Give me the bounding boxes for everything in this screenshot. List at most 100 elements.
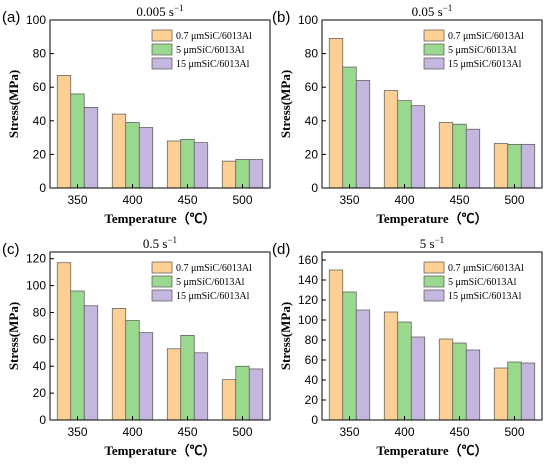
- bar-5um-400: [397, 100, 412, 189]
- bar-15um-350: [355, 309, 371, 421]
- x-tick-label: 350: [339, 425, 359, 439]
- bar-15um-400: [138, 332, 154, 421]
- x-tick-label: 350: [339, 193, 359, 207]
- legend-label: 15 μmSiC/6013Al: [176, 59, 250, 70]
- x-tick-label: 400: [394, 193, 414, 207]
- bar-15um-500: [520, 362, 536, 421]
- x-axis-label: Temperature（℃）: [376, 443, 487, 458]
- legend-swatch: [151, 275, 173, 288]
- y-tick-label: 80: [33, 305, 47, 319]
- chart-title: 0.5 s−1: [143, 235, 177, 251]
- y-tick-label: 120: [26, 252, 46, 266]
- bar-0.7um-500: [493, 367, 509, 421]
- bar-15um-450: [193, 142, 209, 189]
- chart-panel-1: (a) 0.005 s−1 0 20 40 60 80 100 350 400 450 500 Temp…: [2, 3, 271, 226]
- chart-title-superscript: −1: [435, 235, 445, 245]
- y-axis-label: Stress(MPa): [278, 70, 293, 138]
- y-tick-label: 40: [305, 114, 319, 128]
- x-tick-label: 450: [177, 425, 197, 439]
- bar-0.7um-400: [111, 308, 127, 421]
- x-tick-label: 350: [67, 193, 87, 207]
- chart-title: 5 s−1: [420, 235, 444, 251]
- y-tick-label: 140: [298, 273, 318, 287]
- y-tick-label: 160: [298, 253, 318, 267]
- bar-0.7um-400: [111, 113, 127, 189]
- y-tick-label: 80: [33, 47, 47, 61]
- panel-letter: (c): [2, 241, 20, 258]
- bar-5um-350: [70, 93, 85, 189]
- bar-0.7um-350: [56, 262, 72, 421]
- legend-swatch: [423, 43, 445, 56]
- legend-swatch: [151, 43, 173, 56]
- bar-5um-450: [180, 334, 195, 421]
- bar-0.7um-450: [166, 140, 182, 189]
- x-tick-label: 500: [504, 193, 524, 207]
- bar-15um-450: [465, 349, 481, 421]
- legend-label: 0.7 μmSiC/6013Al: [448, 31, 524, 42]
- x-tick-label: 400: [122, 193, 142, 207]
- y-tick-label: 40: [33, 359, 47, 373]
- y-tick-label: 100: [298, 313, 318, 327]
- plot-frame: [49, 251, 271, 421]
- bar-15um-500: [248, 159, 264, 189]
- y-tick-label: 100: [26, 279, 46, 293]
- y-tick-label: 100: [26, 13, 46, 27]
- chart-title-superscript: −1: [174, 3, 184, 13]
- x-tick-label: 400: [394, 425, 414, 439]
- y-tick-label: 100: [298, 13, 318, 27]
- x-tick-label: 500: [504, 425, 524, 439]
- bar-5um-450: [180, 138, 195, 189]
- bar-0.7um-450: [166, 348, 182, 421]
- bar-5um-400: [125, 320, 140, 421]
- legend-label: 5 μmSiC/6013Al: [176, 277, 245, 288]
- panel-letter: (a): [2, 9, 20, 26]
- legend-swatch: [151, 57, 173, 70]
- x-tick-label: 500: [232, 425, 252, 439]
- plot-frame: [321, 19, 543, 189]
- bar-0.7um-500: [221, 160, 237, 189]
- chart-title-main: 5 s: [420, 236, 435, 251]
- bar-15um-400: [138, 127, 154, 189]
- bar-0.7um-350: [328, 38, 344, 189]
- bar-15um-500: [248, 368, 264, 421]
- y-axis-label: Stress(MPa): [6, 302, 21, 370]
- x-tick-label: 350: [67, 425, 87, 439]
- chart-panel-2: (b) 0.05 s−1 0 20 40 60 80 100 350 400 450 500 Tempe…: [272, 3, 543, 226]
- legend-label: 0.7 μmSiC/6013Al: [176, 263, 252, 274]
- bar-15um-350: [83, 107, 99, 189]
- panel-letter: (b): [272, 9, 290, 26]
- bar-15um-450: [193, 352, 209, 421]
- y-tick-label: 0: [311, 413, 318, 427]
- y-tick-label: 60: [305, 353, 319, 367]
- bar-5um-400: [397, 321, 412, 421]
- legend-swatch: [423, 275, 445, 288]
- bar-15um-400: [410, 105, 426, 189]
- y-tick-label: 40: [305, 373, 319, 387]
- bar-15um-350: [355, 80, 371, 189]
- legend-label: 5 μmSiC/6013Al: [448, 45, 517, 56]
- bar-15um-400: [410, 336, 426, 421]
- bar-0.7um-350: [56, 75, 72, 189]
- legend-label: 0.7 μmSiC/6013Al: [176, 31, 252, 42]
- bar-0.7um-450: [438, 338, 454, 421]
- x-tick-label: 500: [232, 193, 252, 207]
- plot-frame: [321, 251, 543, 421]
- bar-5um-450: [452, 123, 467, 189]
- chart-title-main: 0.05 s: [412, 4, 443, 19]
- chart-title-main: 0.005 s: [136, 4, 174, 19]
- bar-5um-350: [342, 291, 357, 421]
- legend-swatch: [151, 289, 173, 302]
- y-tick-label: 20: [33, 147, 47, 161]
- bar-15um-350: [83, 305, 99, 421]
- x-axis-label: Temperature（℃）: [104, 443, 215, 458]
- y-tick-label: 60: [33, 80, 47, 94]
- bar-5um-500: [235, 159, 250, 189]
- legend-label: 5 μmSiC/6013Al: [176, 45, 245, 56]
- bar-0.7um-450: [438, 122, 454, 189]
- legend-label: 5 μmSiC/6013Al: [448, 277, 517, 288]
- chart-title-superscript: −1: [167, 235, 177, 245]
- x-tick-label: 450: [177, 193, 197, 207]
- legend-label: 15 μmSiC/6013Al: [448, 59, 522, 70]
- y-tick-label: 60: [305, 80, 319, 94]
- bar-15um-500: [520, 143, 536, 189]
